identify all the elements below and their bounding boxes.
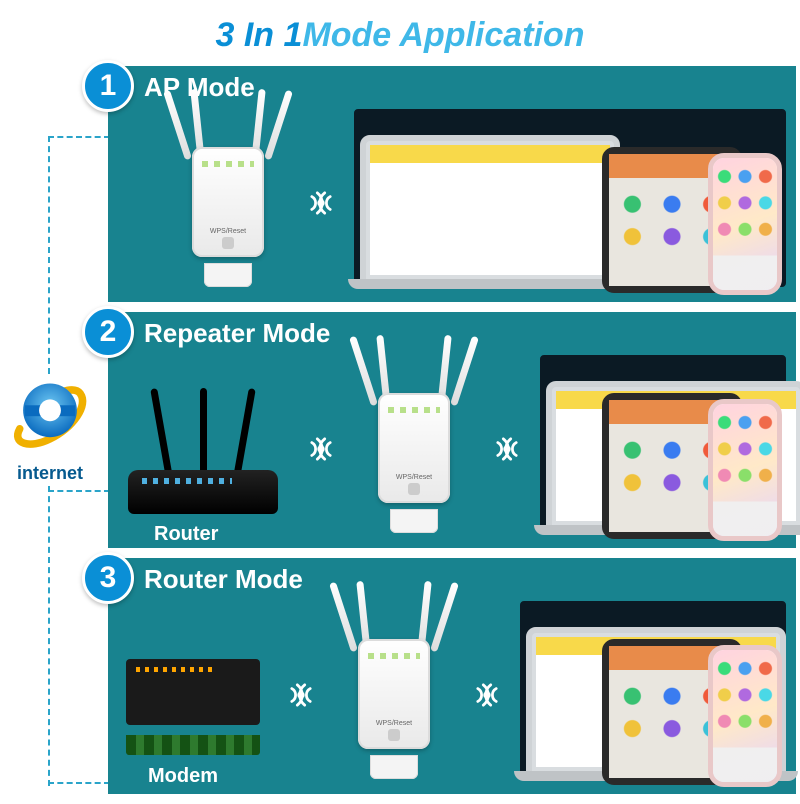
panel-number: 1 <box>82 60 134 112</box>
connector-line <box>48 136 110 138</box>
modem-device-icon <box>118 635 268 755</box>
client-devices-icon <box>354 113 786 293</box>
extender-device-icon <box>354 365 474 533</box>
client-devices-icon <box>520 605 786 785</box>
extender-device-icon <box>334 611 454 779</box>
panel-body <box>168 112 786 294</box>
panel-number: 3 <box>82 552 134 604</box>
panels-container: 1 AP Mode 2 Repeater Mode <box>108 66 796 804</box>
panel-title: AP Mode <box>144 72 255 103</box>
panel-title: Router Mode <box>144 564 303 595</box>
panel-router-mode: 3 Router Mode <box>108 558 796 794</box>
wifi-signal-icon <box>298 426 344 472</box>
modem-label: Modem <box>148 765 218 788</box>
panel-repeater-mode: 2 Repeater Mode <box>108 312 796 548</box>
connector-line <box>48 782 110 784</box>
router-device-icon <box>118 374 288 524</box>
panel-body <box>118 604 786 786</box>
page-title: 3 In 1Mode Application <box>0 0 800 63</box>
internet-block: internet <box>4 370 96 484</box>
router-label: Router <box>154 523 218 546</box>
title-part2: Mode Application <box>302 16 584 54</box>
wifi-signal-icon <box>298 180 344 226</box>
wifi-signal-icon <box>278 672 324 718</box>
left-column: internet <box>0 70 100 790</box>
title-part1: 3 In 1 <box>216 16 303 54</box>
wifi-signal-icon <box>464 672 510 718</box>
client-devices-icon <box>540 359 786 539</box>
panel-number: 2 <box>82 306 134 358</box>
connector-line <box>48 490 110 492</box>
panel-ap-mode: 1 AP Mode <box>108 66 796 302</box>
internet-explorer-icon <box>8 370 92 454</box>
extender-device-icon <box>168 119 288 287</box>
connector-line <box>48 136 50 374</box>
connector-line <box>48 486 50 786</box>
wifi-signal-icon <box>484 426 530 472</box>
internet-label: internet <box>4 463 96 484</box>
panel-body <box>118 358 786 540</box>
panel-title: Repeater Mode <box>144 318 330 349</box>
